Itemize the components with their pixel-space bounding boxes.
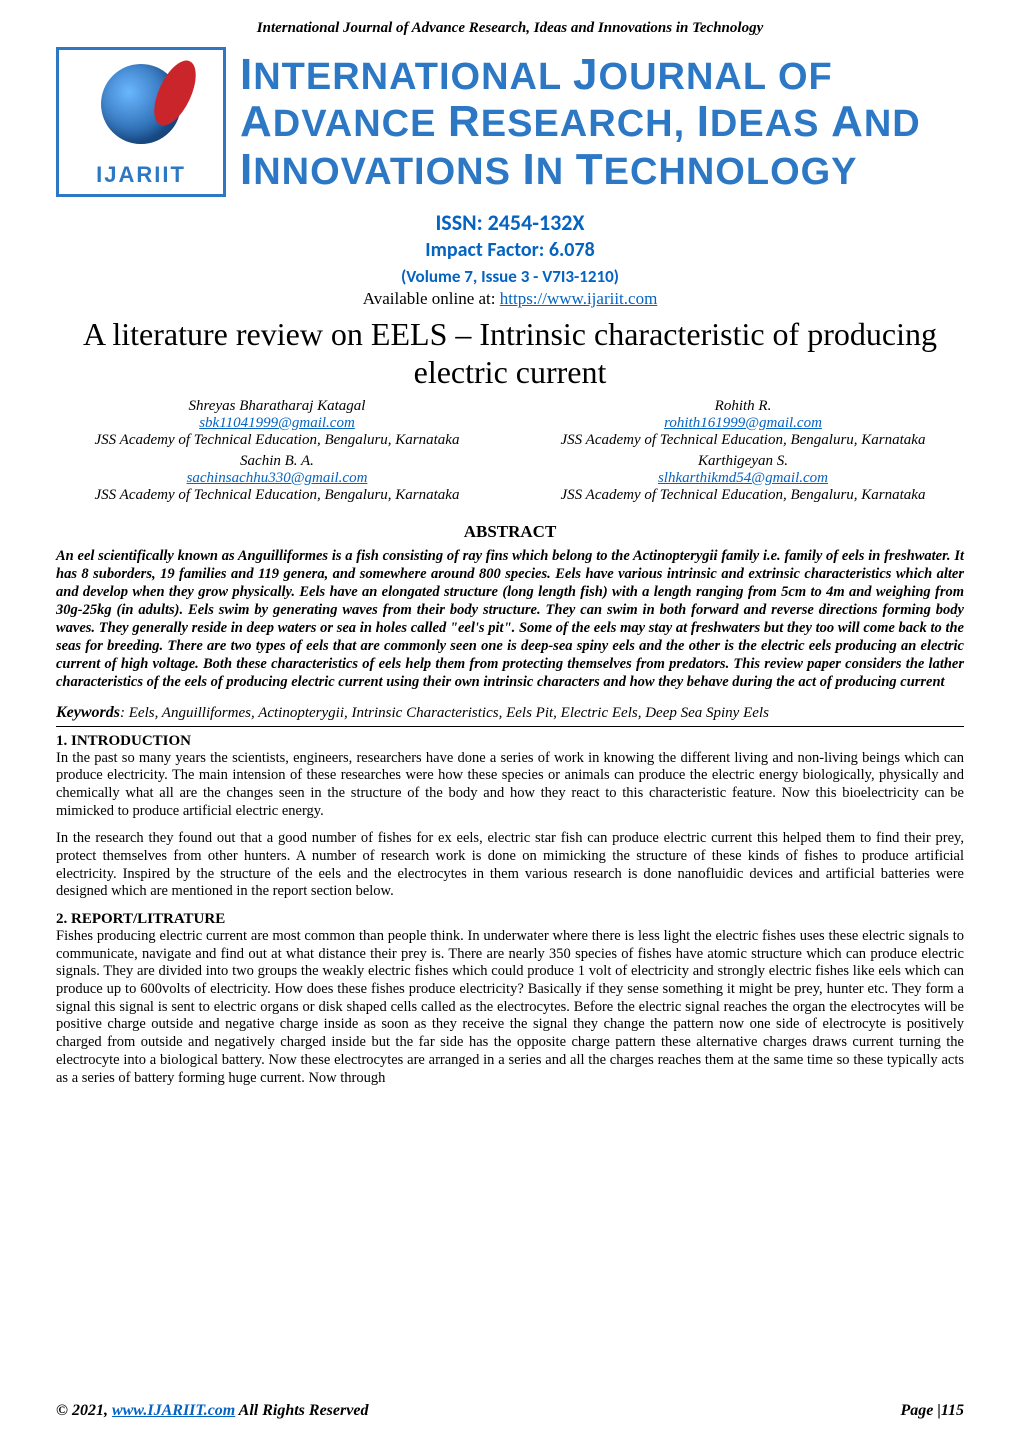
impact-factor: Impact Factor: 6.078 (56, 238, 964, 262)
copyright-suffix: All Rights Reserved (235, 1402, 368, 1419)
author-name: Shreyas Bharatharaj Katagal (56, 398, 498, 415)
author-affiliation: JSS Academy of Technical Education, Beng… (522, 432, 964, 449)
authors-block: Shreyas Bharatharaj Katagal sbk11041999@… (56, 398, 964, 508)
running-head: International Journal of Advance Researc… (56, 20, 964, 37)
masthead-line-1: INTERNATIONAL JOURNAL OF (240, 51, 964, 99)
author-email-link[interactable]: sachinsachhu330@gmail.com (187, 470, 368, 486)
footer-link[interactable]: www.IJARIIT.com (112, 1402, 235, 1419)
footer-page-number: Page |115 (900, 1402, 964, 1420)
available-online: Available online at: https://www.ijariit… (56, 289, 964, 309)
report-paragraph-1: Fishes producing electric current are mo… (56, 928, 964, 1087)
masthead-title: INTERNATIONAL JOURNAL OF ADVANCE RESEARC… (240, 51, 964, 194)
abstract-text: An eel scientifically known as Anguillif… (56, 548, 964, 692)
author-affiliation: JSS Academy of Technical Education, Beng… (56, 432, 498, 449)
author-email-link[interactable]: slhkarthikmd54@gmail.com (658, 470, 828, 486)
volume-issue: (Volume 7, Issue 3 - V7I3-1210) (56, 266, 964, 287)
author-email-link[interactable]: sbk11041999@gmail.com (199, 415, 355, 431)
keywords-list: : Eels, Anguilliformes, Actinopterygii, … (120, 705, 769, 721)
paper-title: A literature review on EELS – Intrinsic … (56, 315, 964, 392)
author-4: Karthigeyan S. slhkarthikmd54@gmail.com … (522, 453, 964, 504)
footer-left: © 2021, www.IJARIIT.com All Rights Reser… (56, 1402, 368, 1420)
meta-block: ISSN: 2454-132X Impact Factor: 6.078 (Vo… (56, 209, 964, 309)
author-affiliation: JSS Academy of Technical Education, Beng… (522, 487, 964, 504)
author-name: Karthigeyan S. (522, 453, 964, 470)
author-3: Sachin B. A. sachinsachhu330@gmail.com J… (56, 453, 498, 504)
issn: ISSN: 2454-132X (56, 209, 964, 236)
author-name: Rohith R. (522, 398, 964, 415)
keywords-row: Keywords: Eels, Anguilliformes, Actinopt… (56, 704, 964, 727)
masthead-line-3: INNOVATIONS IN TECHNOLOGY (240, 146, 964, 194)
page-footer: © 2021, www.IJARIIT.com All Rights Reser… (56, 1402, 964, 1420)
journal-logo: IJARIIT (56, 47, 226, 197)
intro-paragraph-2: In the research they found out that a go… (56, 830, 964, 901)
keywords-label: Keywords (56, 704, 120, 721)
author-2: Rohith R. rohith161999@gmail.com JSS Aca… (522, 398, 964, 449)
journal-url-link[interactable]: https://www.ijariit.com (500, 289, 658, 308)
intro-paragraph-1: In the past so many years the scientists… (56, 750, 964, 821)
copyright-prefix: © 2021, (56, 1402, 112, 1419)
masthead-line-2: ADVANCE RESEARCH, IDEAS AND (240, 98, 964, 146)
section-1-heading: 1. INTRODUCTION (56, 733, 964, 750)
masthead: IJARIIT INTERNATIONAL JOURNAL OF ADVANCE… (56, 47, 964, 197)
section-2-heading: 2. REPORT/LITRATURE (56, 911, 964, 928)
author-email-link[interactable]: rohith161999@gmail.com (664, 415, 822, 431)
logo-acronym: IJARIIT (96, 162, 186, 188)
available-prefix: Available online at: (363, 289, 500, 308)
author-affiliation: JSS Academy of Technical Education, Beng… (56, 487, 498, 504)
author-name: Sachin B. A. (56, 453, 498, 470)
abstract-heading: ABSTRACT (56, 522, 964, 542)
author-1: Shreyas Bharatharaj Katagal sbk11041999@… (56, 398, 498, 449)
